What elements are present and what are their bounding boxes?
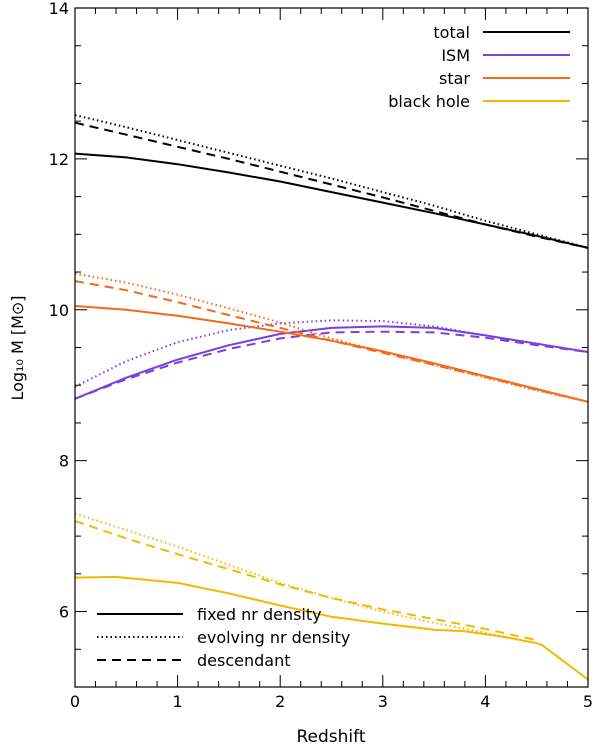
legend-components: total ISM star black hole bbox=[388, 23, 570, 111]
series-layer bbox=[74, 114, 589, 681]
legend-styles: fixed nr density evolving nr density desce… bbox=[97, 605, 350, 670]
legend-label-star: star bbox=[439, 69, 470, 88]
x-tick-label: 3 bbox=[378, 692, 388, 711]
legend-style-label-dotted: evolving nr density bbox=[197, 628, 350, 647]
y-axis-label: Log₁₀ M [M⊙] bbox=[8, 295, 27, 400]
legend-label-ISM: ISM bbox=[441, 46, 470, 65]
series-line-black-hole-solid bbox=[74, 575, 589, 681]
y-tick-label: 12 bbox=[49, 150, 69, 169]
x-tick-label: 5 bbox=[583, 692, 593, 711]
series-line-ISM-solid bbox=[74, 325, 589, 400]
series-line-total-dotted bbox=[74, 114, 589, 249]
legend-label-total: total bbox=[433, 23, 470, 42]
x-tick-label: 4 bbox=[480, 692, 490, 711]
series-line-ISM-dashed bbox=[74, 330, 589, 400]
y-tick-label: 10 bbox=[49, 301, 69, 320]
series-line-total-dashed bbox=[74, 121, 589, 249]
legend-style-label-dashed: descendant bbox=[197, 651, 291, 670]
x-tick-label: 1 bbox=[173, 692, 183, 711]
y-tick-label: 14 bbox=[49, 0, 69, 18]
series-line-black-hole-dashed bbox=[74, 520, 537, 642]
y-tick-label: 6 bbox=[59, 603, 69, 622]
x-tick-label: 0 bbox=[70, 692, 80, 711]
series-line-star-dashed bbox=[74, 280, 589, 403]
y-tick-label: 8 bbox=[59, 452, 69, 471]
legend-label-black-hole: black hole bbox=[388, 92, 470, 111]
x-tick-label: 2 bbox=[275, 692, 285, 711]
x-axis-label: Redshift bbox=[296, 727, 365, 747]
legend-style-label-solid: fixed nr density bbox=[197, 605, 322, 624]
